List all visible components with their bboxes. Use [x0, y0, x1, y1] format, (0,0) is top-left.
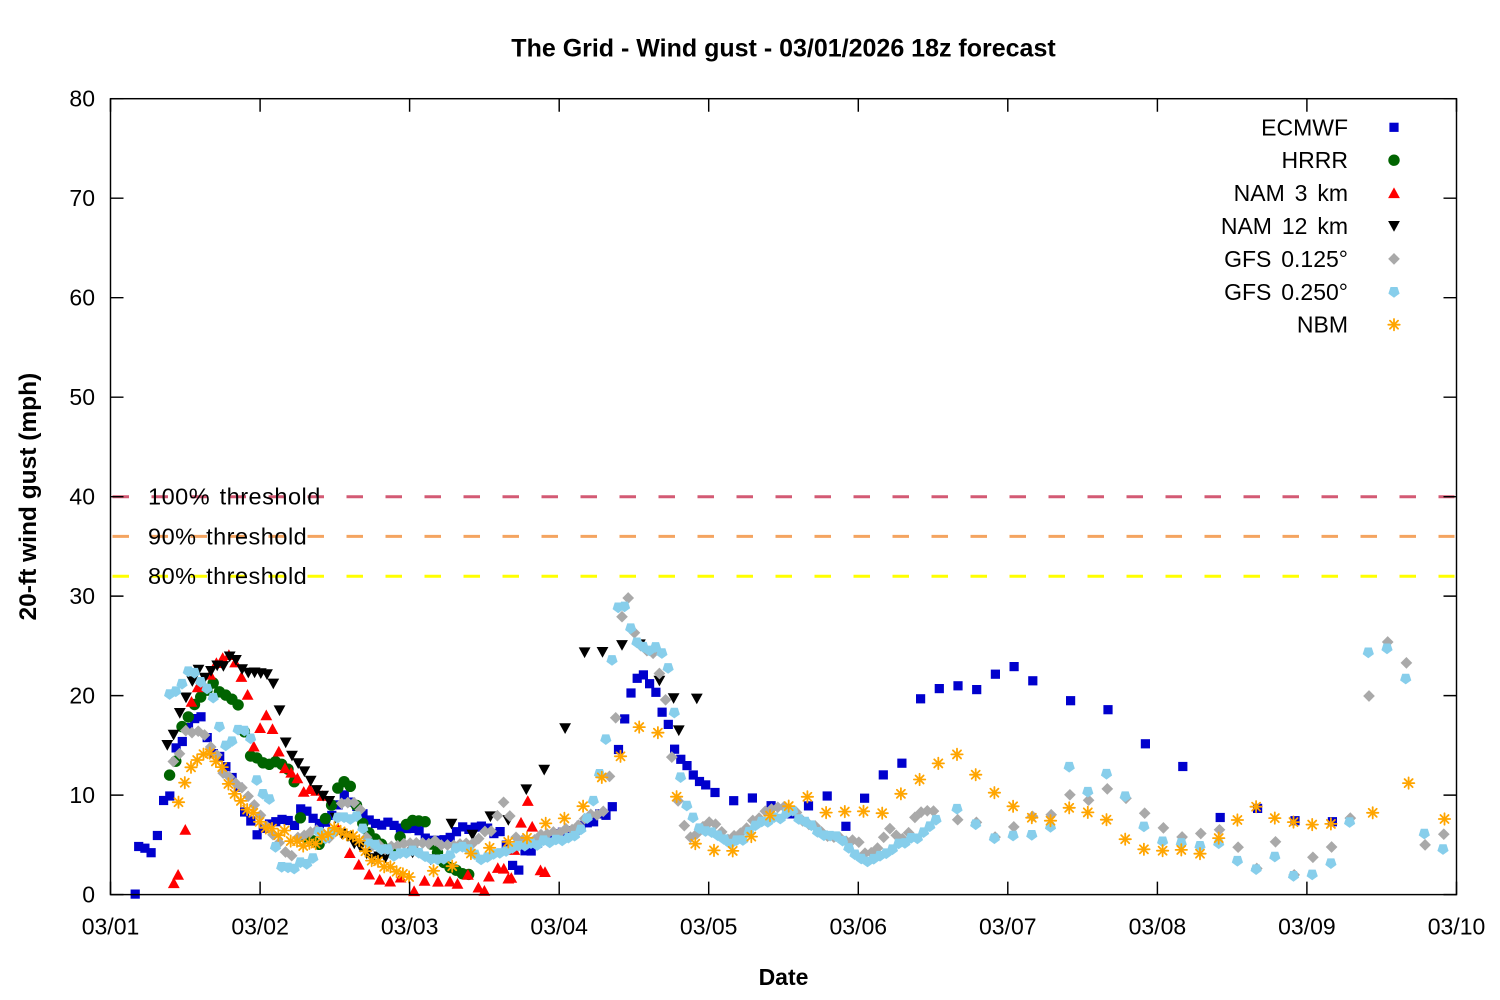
- svg-text:30: 30: [69, 583, 95, 609]
- svg-text:Date: Date: [759, 964, 809, 990]
- svg-text:HRRR: HRRR: [1282, 147, 1348, 173]
- svg-text:03/07: 03/07: [979, 914, 1037, 940]
- svg-text:03/05: 03/05: [680, 914, 738, 940]
- svg-text:60: 60: [69, 285, 95, 311]
- svg-text:80% threshold: 80% threshold: [148, 563, 307, 589]
- svg-text:03/08: 03/08: [1129, 914, 1187, 940]
- svg-text:90% threshold: 90% threshold: [148, 523, 307, 549]
- svg-text:03/09: 03/09: [1278, 914, 1336, 940]
- svg-text:GFS 0.250°: GFS 0.250°: [1224, 279, 1348, 305]
- svg-text:10: 10: [69, 782, 95, 808]
- svg-text:50: 50: [69, 384, 95, 410]
- svg-text:20: 20: [69, 683, 95, 709]
- svg-text:03/03: 03/03: [381, 914, 439, 940]
- svg-text:80: 80: [69, 86, 95, 112]
- svg-text:03/04: 03/04: [530, 914, 588, 940]
- svg-text:03/06: 03/06: [830, 914, 888, 940]
- svg-text:GFS 0.125°: GFS 0.125°: [1224, 246, 1348, 272]
- svg-text:NAM 12 km: NAM 12 km: [1221, 213, 1348, 239]
- svg-text:0: 0: [82, 882, 95, 908]
- svg-text:100% threshold: 100% threshold: [148, 484, 321, 510]
- svg-text:40: 40: [69, 484, 95, 510]
- svg-text:03/01: 03/01: [82, 914, 140, 940]
- svg-text:70: 70: [69, 185, 95, 211]
- svg-text:03/10: 03/10: [1428, 914, 1486, 940]
- svg-text:03/02: 03/02: [231, 914, 289, 940]
- svg-text:NBM: NBM: [1297, 312, 1348, 338]
- svg-text:ECMWF: ECMWF: [1261, 114, 1348, 140]
- svg-text:20-ft wind gust (mph): 20-ft wind gust (mph): [15, 373, 42, 621]
- svg-text:NAM 3 km: NAM 3 km: [1234, 180, 1348, 206]
- svg-text:The Grid - Wind gust - 03/01/2: The Grid - Wind gust - 03/01/2026 18z fo…: [511, 35, 1056, 63]
